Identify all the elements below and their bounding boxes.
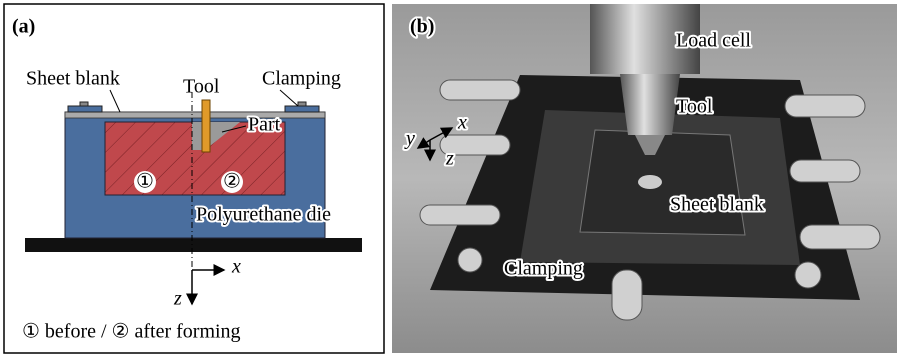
axis-label: x	[231, 256, 241, 278]
bolt	[298, 102, 306, 106]
part-photo	[580, 130, 745, 235]
sheet	[65, 112, 325, 118]
marker: ①	[136, 171, 154, 193]
clamp	[285, 106, 319, 112]
label: Tool	[676, 96, 713, 118]
panel-b: (b) Load cell Tool x y z Sheet blank Cla…	[392, 4, 897, 353]
label: Polyurethane die	[196, 204, 331, 226]
label: Clamping	[504, 258, 583, 280]
panel-a: (a) Sheet blank Tool Clamping Part ① ② P…	[4, 4, 384, 353]
bolt	[80, 102, 88, 106]
axis-label: z	[445, 148, 454, 170]
panel-label: (b)	[410, 16, 434, 38]
label: Tool	[183, 76, 220, 98]
tool	[202, 100, 210, 152]
label: Sheet blank	[26, 68, 120, 90]
label: Load cell	[676, 30, 751, 52]
figure: (a) Sheet blank Tool Clamping Part ① ② P…	[0, 0, 899, 357]
tool-holder	[620, 74, 680, 135]
axis-label: x	[457, 112, 467, 134]
label: Sheet blank	[670, 194, 764, 216]
clamp	[68, 106, 102, 112]
label: Part	[248, 114, 281, 136]
panel-label: (a)	[12, 16, 35, 38]
hole	[638, 175, 662, 189]
axis-label: y	[404, 128, 415, 150]
caption: ① before / ② after forming	[22, 321, 241, 343]
marker: ②	[223, 171, 241, 193]
base-plate	[25, 238, 362, 252]
axis-label: z	[173, 288, 182, 310]
label: Clamping	[262, 68, 341, 90]
